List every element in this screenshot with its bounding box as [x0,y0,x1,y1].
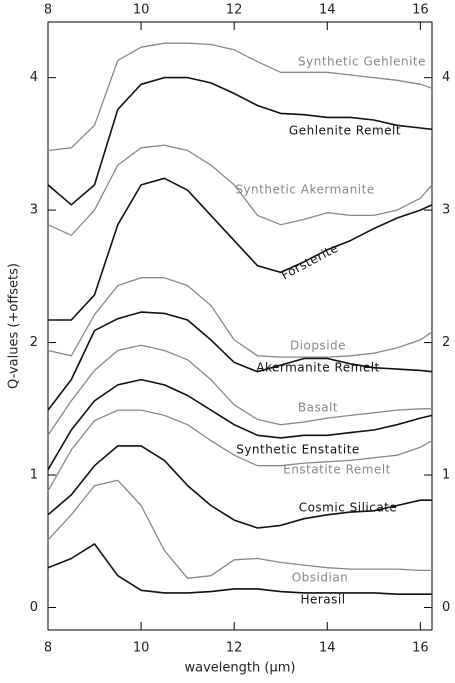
series-line [47,543,432,595]
y-tick-label: 2 [30,335,38,350]
series-line [47,445,432,529]
series-line [47,42,433,152]
x-tick-label: 14 [319,3,336,18]
y-tick-label: 1 [30,468,38,483]
x-tick-label: 8 [44,641,52,656]
series-label: Basalt [298,401,338,415]
series-label: Synthetic Gehlenite [298,55,426,69]
x-tick-label: 14 [319,641,336,656]
series-label: Synthetic Enstatite [236,443,360,457]
x-tick-label: 10 [133,641,150,656]
x-tick-label: 16 [412,3,429,18]
series-label: Diopside [290,339,346,353]
series-line [47,344,432,436]
series-label: Obsidian [292,571,349,585]
series-line [47,311,433,411]
y-tick-label: 0 [30,600,38,615]
series-line [47,277,433,358]
series-line [48,177,433,321]
y-tick-label: 3 [442,203,450,218]
series-line [47,378,433,471]
series-label: Cosmic Silicate [299,501,398,515]
series-line [47,409,433,492]
series-label: Gehlenite Remelt [289,124,401,138]
y-tick-label: 2 [442,335,450,350]
x-tick-label: 12 [226,641,243,656]
series-label: Synthetic Akermanite [235,183,374,197]
x-tick-label: 10 [133,3,150,18]
y-tick-label: 3 [30,203,38,218]
series-label: Herasil [300,593,345,607]
series-label: Akermanite Remelt [256,361,380,375]
y-tick-label: 1 [442,468,450,483]
x-tick-label: 12 [226,3,243,18]
x-tick-label: 16 [412,641,429,656]
x-tick-label: 8 [44,3,52,18]
y-tick-label: 0 [442,600,450,615]
series-line [47,479,432,579]
series-label: Forsterite [279,241,341,283]
y-tick-label: 4 [442,70,450,85]
series-label: Enstatite Remelt [283,463,391,477]
x-axis-label: wavelength (μm) [185,661,296,676]
y-axis-label: Q-values (+offsets) [7,263,22,389]
series-line [47,144,433,236]
y-tick-label: 4 [30,70,38,85]
series-line [47,76,433,206]
plot-frame [47,21,433,631]
